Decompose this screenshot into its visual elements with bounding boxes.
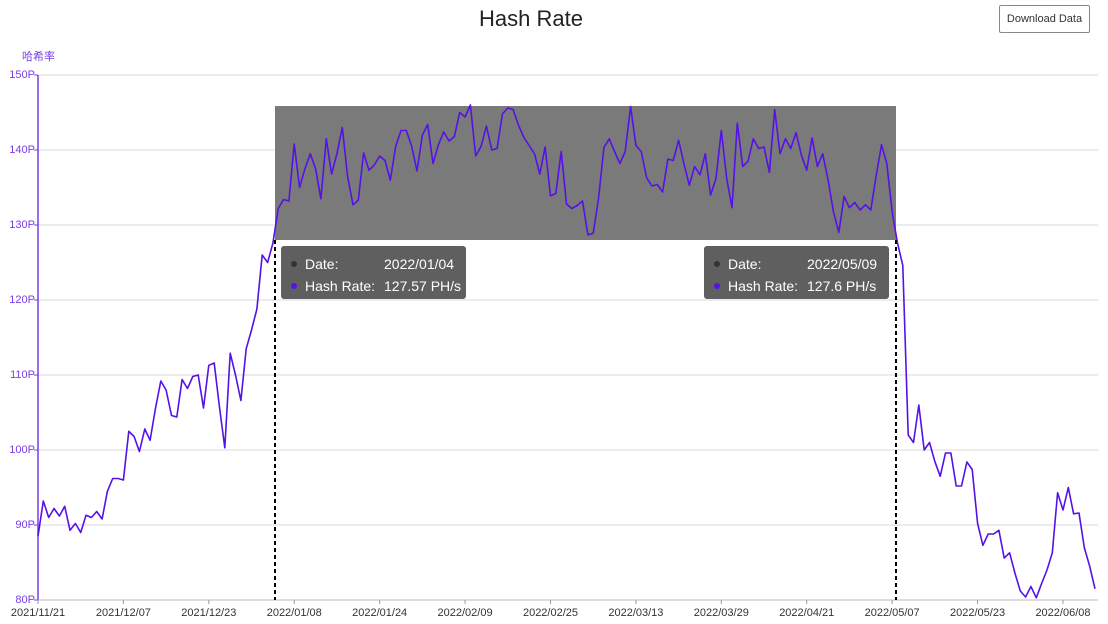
chart-title: Hash Rate — [479, 6, 583, 31]
y-tick-label: 130P — [9, 219, 35, 231]
tooltip-dot — [291, 261, 297, 267]
tooltip-key: Hash Rate: — [728, 278, 799, 294]
tooltip-dot — [291, 283, 297, 289]
x-tick-label: 2022/02/09 — [438, 607, 493, 619]
tooltip-row: Hash Rate: 127.6 PH/s — [714, 275, 889, 297]
y-tick-label: 150P — [9, 69, 35, 81]
tooltip-row: Date: 2022/05/09 — [714, 253, 889, 275]
tooltip: Date: 2022/01/04 Hash Rate: 127.57 PH/s — [281, 246, 466, 299]
x-tick-label: 2021/11/21 — [11, 607, 65, 619]
tooltip-row: Date: 2022/01/04 — [291, 253, 466, 275]
x-tick-label: 2022/03/13 — [608, 607, 663, 619]
x-tick-label: 2021/12/23 — [181, 607, 236, 619]
y-axis-label: 哈希率 — [22, 49, 55, 63]
tooltip-key: Date: — [305, 256, 339, 272]
tooltip-value: 2022/01/04 — [384, 256, 455, 272]
x-tick-label: 2022/05/23 — [950, 607, 1005, 619]
x-tick-label: 2022/01/08 — [267, 607, 322, 619]
tooltip-row: Hash Rate: 127.57 PH/s — [291, 275, 466, 297]
tooltip-value: 2022/05/09 — [807, 256, 878, 272]
y-tick-label: 140P — [9, 144, 35, 156]
tooltip: Date: 2022/05/09 Hash Rate: 127.6 PH/s — [704, 246, 889, 299]
tooltip-value: 127.57 PH/s — [384, 278, 462, 294]
y-tick-label: 100P — [9, 444, 35, 456]
tooltip-key: Date: — [728, 256, 762, 272]
y-tick-label: 90P — [15, 519, 35, 531]
tooltip-dot — [714, 283, 720, 289]
download-button[interactable]: Download Data — [999, 5, 1090, 33]
x-tick-label: 2022/02/25 — [523, 607, 578, 619]
line — [37, 104, 1096, 599]
x-tick-label: 2022/01/24 — [352, 607, 407, 619]
y-tick-label: 110P — [10, 369, 35, 381]
x-tick-label: 2021/12/07 — [96, 607, 151, 619]
tooltip-dot — [714, 261, 720, 267]
x-tick-label: 2022/05/07 — [865, 607, 920, 619]
x-tick-label: 2022/04/21 — [779, 607, 834, 619]
y-tick-label: 80P — [15, 594, 35, 606]
tooltip-key: Hash Rate: — [305, 278, 376, 294]
x-tick-label: 2022/03/29 — [694, 607, 749, 619]
tooltip-value: 127.6 PH/s — [807, 278, 877, 294]
y-tick-label: 120P — [9, 294, 35, 306]
x-tick-label: 2022/06/08 — [1035, 607, 1090, 619]
